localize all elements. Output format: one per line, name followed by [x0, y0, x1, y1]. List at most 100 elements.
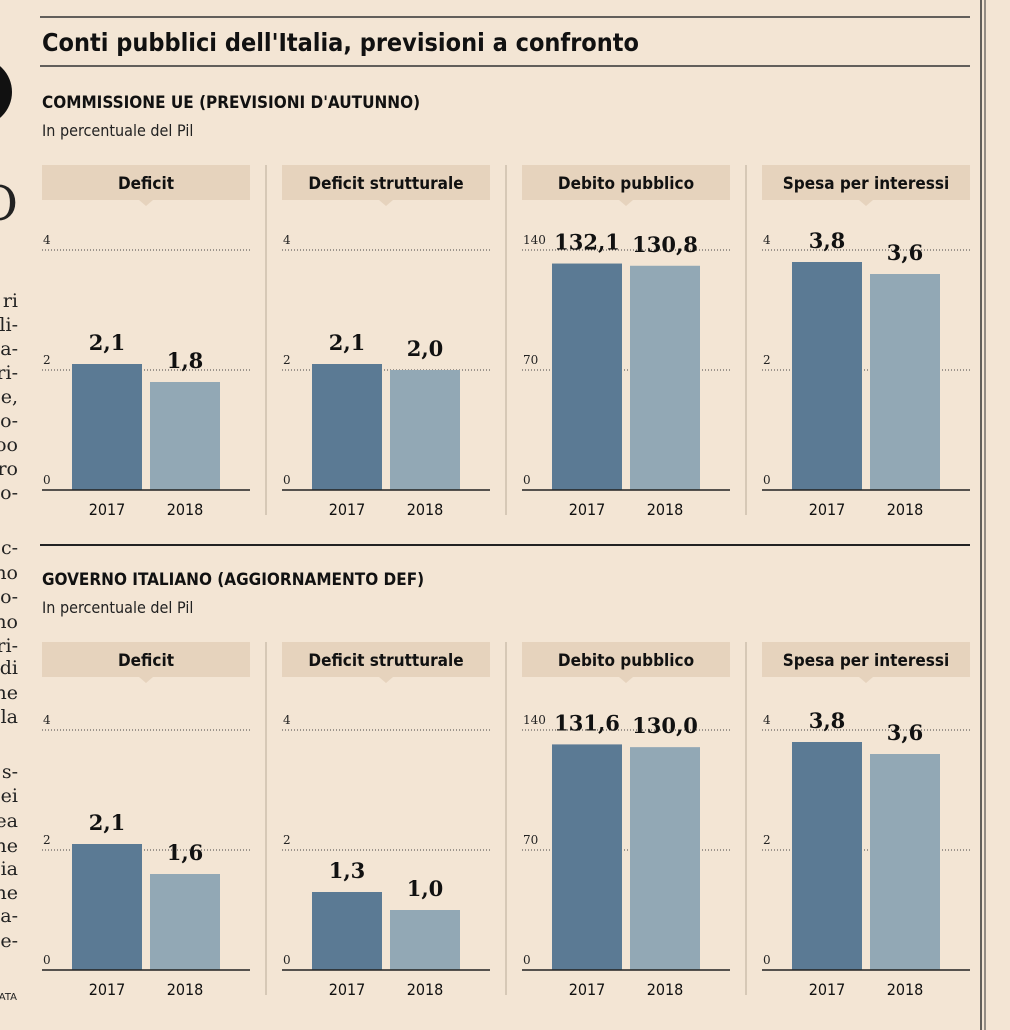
y-tick-label: 0 [763, 473, 771, 487]
margin-text: no [0, 611, 18, 633]
section-heading: GOVERNO ITALIANO (AGGIORNAMENTO DEF) [42, 570, 424, 590]
panel-header [762, 642, 970, 677]
value-label: 1,0 [407, 876, 444, 901]
bar [870, 274, 940, 490]
bar [870, 754, 940, 970]
panel-title: Deficit strutturale [308, 174, 463, 194]
section-subheading: In percentuale del Pil [42, 598, 193, 617]
margin-text: a- [0, 338, 18, 360]
value-label: 3,6 [887, 720, 924, 745]
header-pointer [139, 677, 153, 683]
bar [150, 874, 220, 970]
panel-title: Debito pubblico [558, 651, 694, 671]
bar [552, 744, 622, 970]
x-tick-label: 2018 [647, 980, 684, 999]
panel-title: Deficit [118, 651, 174, 671]
y-tick-label: 140 [523, 713, 546, 727]
y-tick-label: 0 [283, 473, 291, 487]
y-tick-label: 2 [763, 833, 771, 847]
panel-title: Deficit strutturale [308, 651, 463, 671]
decor-circle [0, 66, 12, 118]
margin-text: e, [1, 386, 18, 408]
x-tick-label: 2018 [167, 500, 204, 519]
panel-header [522, 165, 730, 200]
x-tick-label: 2018 [407, 980, 444, 999]
panel-header [522, 642, 730, 677]
panel-header [42, 165, 250, 200]
x-tick-label: 2017 [329, 500, 366, 519]
bar [72, 844, 142, 970]
margin-text: ri- [0, 635, 18, 657]
section-heading: COMMISSIONE UE (PREVISIONI D'AUTUNNO) [42, 93, 420, 113]
margin-text: o- [0, 586, 18, 608]
value-label: 2,1 [89, 330, 126, 355]
x-tick-label: 2018 [647, 500, 684, 519]
panel-title: Deficit [118, 174, 174, 194]
x-tick-label: 2017 [89, 500, 126, 519]
x-tick-label: 2017 [89, 980, 126, 999]
y-tick-label: 0 [523, 473, 531, 487]
bar [390, 370, 460, 490]
bar [312, 892, 382, 970]
y-tick-label: 140 [523, 233, 546, 247]
x-tick-label: 2018 [887, 500, 924, 519]
margin-text: ia [1, 858, 18, 880]
margin-text: di [0, 657, 18, 679]
panel-title: Spesa per interessi [783, 651, 949, 671]
margin-text: ro [0, 458, 18, 480]
value-label: 1,3 [329, 858, 366, 883]
y-tick-label: 4 [763, 713, 771, 727]
x-tick-label: 2018 [407, 500, 444, 519]
y-tick-label: 2 [43, 353, 51, 367]
value-label: 3,8 [809, 228, 846, 253]
margin-text: o- [0, 410, 18, 432]
margin-text: ne [0, 882, 18, 904]
margin-text: ei [1, 785, 18, 807]
y-tick-label: 0 [763, 953, 771, 967]
x-tick-label: 2017 [809, 980, 846, 999]
margin-text: no [0, 562, 18, 584]
margin-text: O [0, 176, 18, 232]
bar [630, 747, 700, 970]
panel-title: Debito pubblico [558, 174, 694, 194]
value-label: 1,8 [167, 348, 204, 373]
header-pointer [859, 677, 873, 683]
bar [630, 265, 700, 490]
value-label: 130,8 [632, 232, 698, 257]
bar [150, 382, 220, 490]
panel-header [282, 642, 490, 677]
value-label: 2,0 [407, 336, 444, 361]
x-tick-label: 2017 [809, 500, 846, 519]
x-tick-label: 2017 [329, 980, 366, 999]
margin-text: oo [0, 434, 18, 456]
bar [792, 742, 862, 970]
margin-text: ea [0, 810, 18, 832]
bar [552, 263, 622, 490]
margin-text: s- [2, 761, 18, 783]
value-label: 131,6 [554, 710, 620, 735]
margin-text: c- [1, 537, 18, 559]
margin-text: ATA [0, 992, 17, 1003]
x-tick-label: 2018 [167, 980, 204, 999]
margin-text: e- [0, 930, 18, 952]
bar [792, 262, 862, 490]
header-pointer [139, 200, 153, 206]
margin-text: ri [3, 290, 18, 312]
header-pointer [859, 200, 873, 206]
header-pointer [619, 200, 633, 206]
value-label: 130,0 [632, 713, 698, 738]
header-pointer [379, 677, 393, 683]
bar [312, 364, 382, 490]
panel-title: Spesa per interessi [783, 174, 949, 194]
x-tick-label: 2018 [887, 980, 924, 999]
value-label: 2,1 [89, 810, 126, 835]
value-label: 3,6 [887, 240, 924, 265]
y-tick-label: 2 [763, 353, 771, 367]
y-tick-label: 4 [283, 233, 291, 247]
value-label: 3,8 [809, 708, 846, 733]
y-tick-label: 70 [523, 353, 538, 367]
x-tick-label: 2017 [569, 980, 606, 999]
y-tick-label: 0 [283, 953, 291, 967]
y-tick-label: 2 [283, 833, 291, 847]
